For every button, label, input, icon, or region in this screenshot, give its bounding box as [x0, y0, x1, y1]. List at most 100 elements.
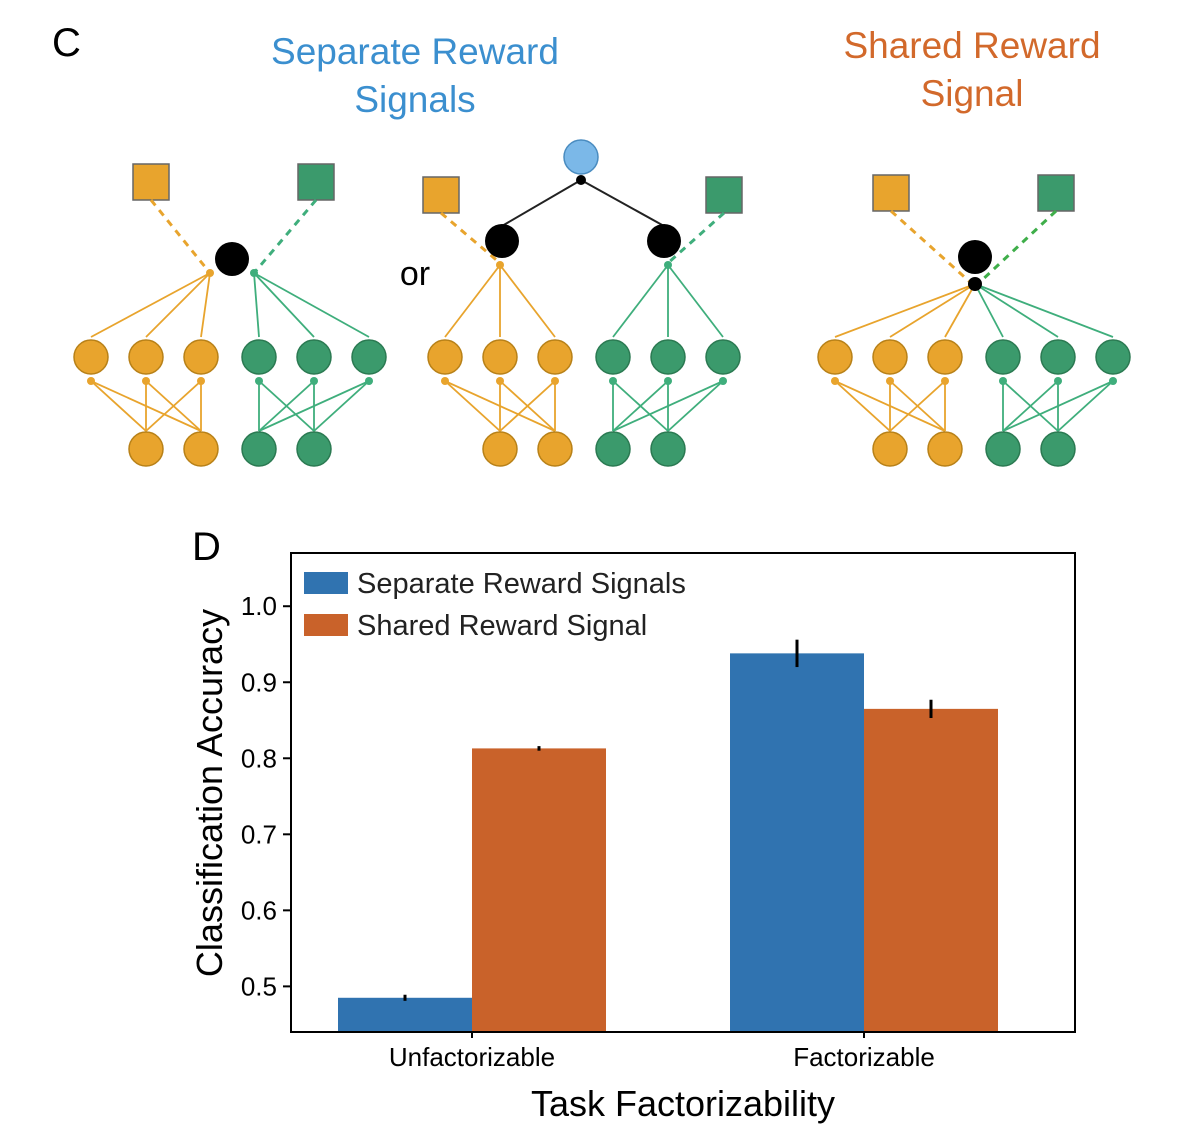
green-node [985, 339, 1021, 375]
error-bars [403, 639, 933, 1001]
upper-edge [612, 264, 669, 338]
bar [472, 748, 606, 1032]
lower-edge [612, 380, 724, 432]
lower-edge [1057, 380, 1114, 432]
upper-edge [145, 272, 211, 338]
orange-node [817, 339, 853, 375]
y-ticks: 0.5 0.6 0.7 0.8 0.9 1.0 [241, 591, 291, 1001]
orange-node [927, 339, 963, 375]
reward-edge [978, 209, 1058, 284]
connector-dot [999, 377, 1007, 385]
lower-edge [145, 380, 202, 432]
connector-dot [255, 377, 263, 385]
reward-node [215, 242, 249, 276]
green-node [241, 431, 277, 467]
upper-edge [667, 264, 724, 338]
bar [864, 708, 998, 1032]
orange-node [427, 339, 463, 375]
connector-dot [197, 377, 205, 385]
upper-edge [499, 264, 556, 338]
green-node [296, 339, 332, 375]
reward-node [958, 240, 992, 274]
top-edge [580, 179, 665, 227]
orange-node [128, 431, 164, 467]
reward-node [647, 224, 681, 258]
green-node [650, 339, 686, 375]
orange-node [73, 339, 109, 375]
legend-label: Separate Reward Signals [357, 568, 686, 600]
orange-input-square [422, 176, 460, 214]
connector-dot [831, 377, 839, 385]
reward-edge [149, 199, 212, 274]
x-ticks: Unfactorizable Factorizable [389, 1032, 935, 1072]
green-node [1095, 339, 1131, 375]
connector-dot [886, 377, 894, 385]
upper-edge [974, 283, 1114, 338]
green-node [296, 431, 332, 467]
reward-edge [889, 209, 972, 284]
y-tick-label: 0.8 [241, 743, 277, 773]
green-node [705, 339, 741, 375]
lower-edge [313, 380, 370, 432]
green-node [650, 431, 686, 467]
orange-node [872, 431, 908, 467]
connector-dot [441, 377, 449, 385]
connector-dot [365, 377, 373, 385]
green-node [595, 339, 631, 375]
lower-edge [499, 380, 556, 432]
reward-node [485, 224, 519, 258]
upper-edge [90, 272, 211, 338]
upper-edge [974, 283, 1059, 338]
panel-d-label: D [192, 525, 221, 569]
legend-swatch [304, 572, 348, 594]
orange-node [183, 339, 219, 375]
green-node [241, 339, 277, 375]
y-tick-label: 0.5 [241, 971, 277, 1001]
y-axis-label: Classification Accuracy [189, 609, 230, 977]
connector-dot [551, 377, 559, 385]
connector-dot [310, 377, 318, 385]
connector-dot [87, 377, 95, 385]
lower-edge [1002, 380, 1059, 432]
bar [730, 653, 864, 1032]
orange-input-square [132, 163, 170, 201]
separate-title-line2: Signals [354, 79, 475, 120]
shared-title-line1: Shared Reward [843, 25, 1100, 66]
x-tick-label: Unfactorizable [389, 1042, 555, 1072]
orange-node [872, 339, 908, 375]
legend: Separate Reward Signals Shared Reward Sig… [304, 568, 686, 642]
connector-dot [142, 377, 150, 385]
network-diagrams [73, 139, 1131, 467]
plot-frame [290, 552, 1076, 1033]
lower-edge [612, 380, 669, 432]
connector-dot [941, 377, 949, 385]
green-node [1040, 339, 1076, 375]
y-tick-label: 1.0 [241, 591, 277, 621]
legend-label: Shared Reward Signal [357, 610, 647, 642]
green-node [351, 339, 387, 375]
orange-node [482, 339, 518, 375]
connector-dot [609, 377, 617, 385]
green-input-square [1037, 174, 1075, 212]
upper-edge [444, 264, 501, 338]
hub-dot [968, 277, 982, 291]
panel-c-label: C [52, 21, 81, 65]
top-edge [501, 179, 582, 227]
y-tick-label: 0.6 [241, 895, 277, 925]
or-label: or [400, 255, 430, 293]
upper-edge [974, 283, 1004, 338]
orange-node [482, 431, 518, 467]
x-axis-label: Task Factorizability [531, 1083, 835, 1124]
orange-node [927, 431, 963, 467]
connector-dot [496, 377, 504, 385]
bars [338, 653, 998, 1032]
upper-edge [200, 272, 211, 338]
reward-edge [252, 199, 318, 274]
connector-dot [1054, 377, 1062, 385]
upper-edge [944, 283, 976, 338]
upper-edge [253, 272, 260, 338]
orange-node [128, 339, 164, 375]
separate-title-line1: Separate Reward [271, 31, 559, 72]
green-node [1040, 431, 1076, 467]
